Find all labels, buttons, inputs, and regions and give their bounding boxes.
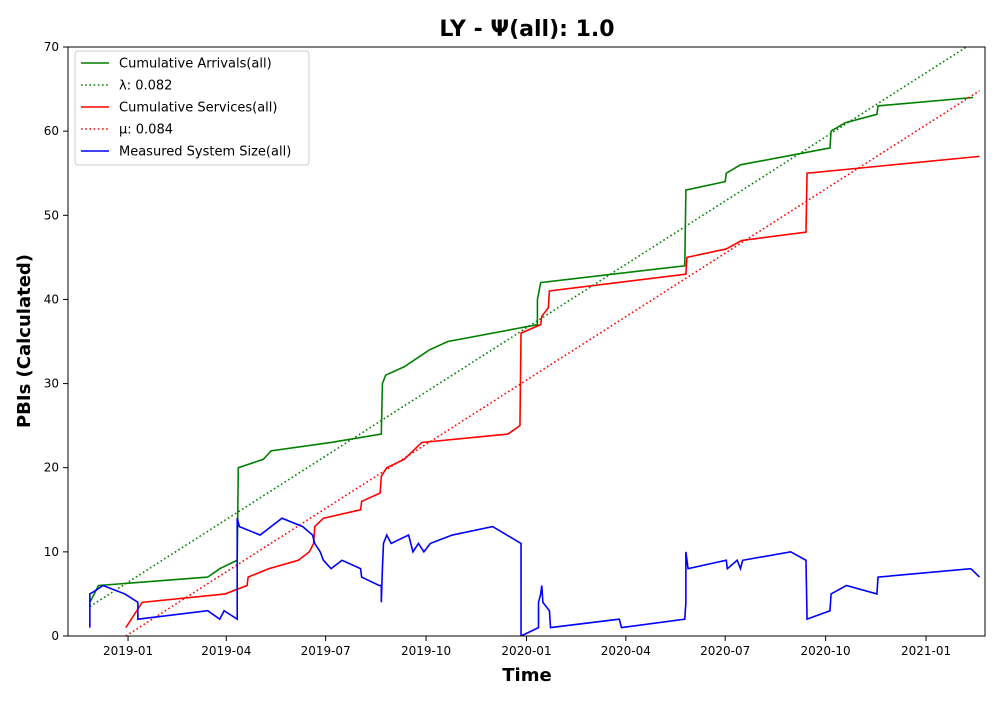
x-tick-label: 2019-04 (201, 644, 251, 658)
legend-label: Cumulative Arrivals(all) (119, 57, 272, 72)
x-tick-label: 2020-04 (601, 644, 651, 658)
x-tick-label: 2019-10 (401, 644, 451, 658)
x-tick-label: 2020-10 (801, 644, 851, 658)
series-line-3 (125, 90, 980, 636)
x-axis-label: Time (502, 665, 551, 686)
legend-label: Measured System Size(all) (119, 145, 291, 160)
x-tick-label: 2020-07 (700, 644, 750, 658)
series-line-2 (125, 155, 980, 629)
legend: Cumulative Arrivals(all) λ: 0.082 Cumulati… (74, 50, 310, 166)
y-tick-label: 0 (51, 629, 59, 643)
y-axis-label: PBIs (Calculated) (14, 254, 35, 428)
series-line-4 (89, 517, 981, 636)
x-tick-label: 2019-01 (103, 644, 153, 658)
y-tick-label: 60 (44, 124, 59, 138)
legend-label: μ: 0.084 (119, 123, 173, 138)
x-axis: 2019-01 2019-04 2019-07 2019-10 2020-01 2020-… (103, 636, 951, 658)
y-tick-label: 50 (44, 208, 59, 222)
legend-label: Cumulative Services(all) (119, 101, 277, 116)
x-tick-label: 2019-07 (301, 644, 351, 658)
y-tick-label: 30 (44, 377, 59, 391)
legend-frame (74, 50, 310, 166)
chart-title: LY - Ψ(all): 1.0 (439, 17, 614, 42)
plot-area (89, 47, 981, 636)
series-line-0 (89, 96, 974, 603)
y-tick-label: 40 (44, 292, 59, 306)
y-axis: 0 10 20 30 40 50 60 70 (44, 40, 68, 643)
legend-label: λ: 0.082 (119, 79, 172, 94)
y-tick-label: 70 (44, 40, 59, 54)
y-tick-label: 20 (44, 461, 59, 475)
x-tick-label: 2021-01 (901, 644, 951, 658)
y-tick-label: 10 (44, 545, 59, 559)
x-tick-label: 2020-01 (501, 644, 551, 658)
